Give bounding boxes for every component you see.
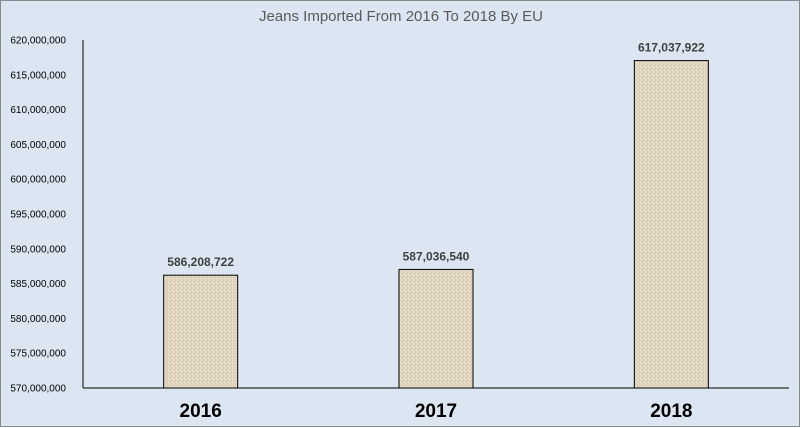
y-axis-tick-labels: 570,000,000 575,000,000 580,000,000 585,000… <box>10 36 66 395</box>
data-labels: 586,208,722 587,036,540 617,037,922 <box>167 41 705 270</box>
x-tick-label-2016: 2016 <box>180 401 222 422</box>
y-tick-label: 600,000,000 <box>10 175 66 186</box>
data-label-2017: 587,036,540 <box>403 249 470 263</box>
data-label-2016: 586,208,722 <box>167 255 234 269</box>
x-tick-label-2018: 2018 <box>650 401 692 422</box>
y-tick-label: 590,000,000 <box>10 244 66 255</box>
bar-2018 <box>633 60 709 389</box>
y-tick-label: 580,000,000 <box>10 314 66 325</box>
y-tick-label: 615,000,000 <box>10 70 66 81</box>
y-tick-label: 620,000,000 <box>10 36 66 47</box>
chart-title: Jeans Imported From 2016 To 2018 By EU <box>259 8 543 25</box>
y-tick-label: 585,000,000 <box>10 279 66 290</box>
y-tick-label: 570,000,000 <box>10 384 66 395</box>
y-tick-label: 595,000,000 <box>10 210 66 221</box>
y-tick-label: 605,000,000 <box>10 140 66 151</box>
y-tick-label: 610,000,000 <box>10 105 66 116</box>
bars <box>163 60 709 389</box>
bar-2016 <box>163 274 239 389</box>
x-axis-tick-labels: 2016 2017 2018 <box>180 401 693 422</box>
bar-2017 <box>398 268 474 389</box>
y-tick-label: 575,000,000 <box>10 349 66 360</box>
x-tick-label-2017: 2017 <box>415 401 457 422</box>
data-label-2018: 617,037,922 <box>638 41 705 55</box>
